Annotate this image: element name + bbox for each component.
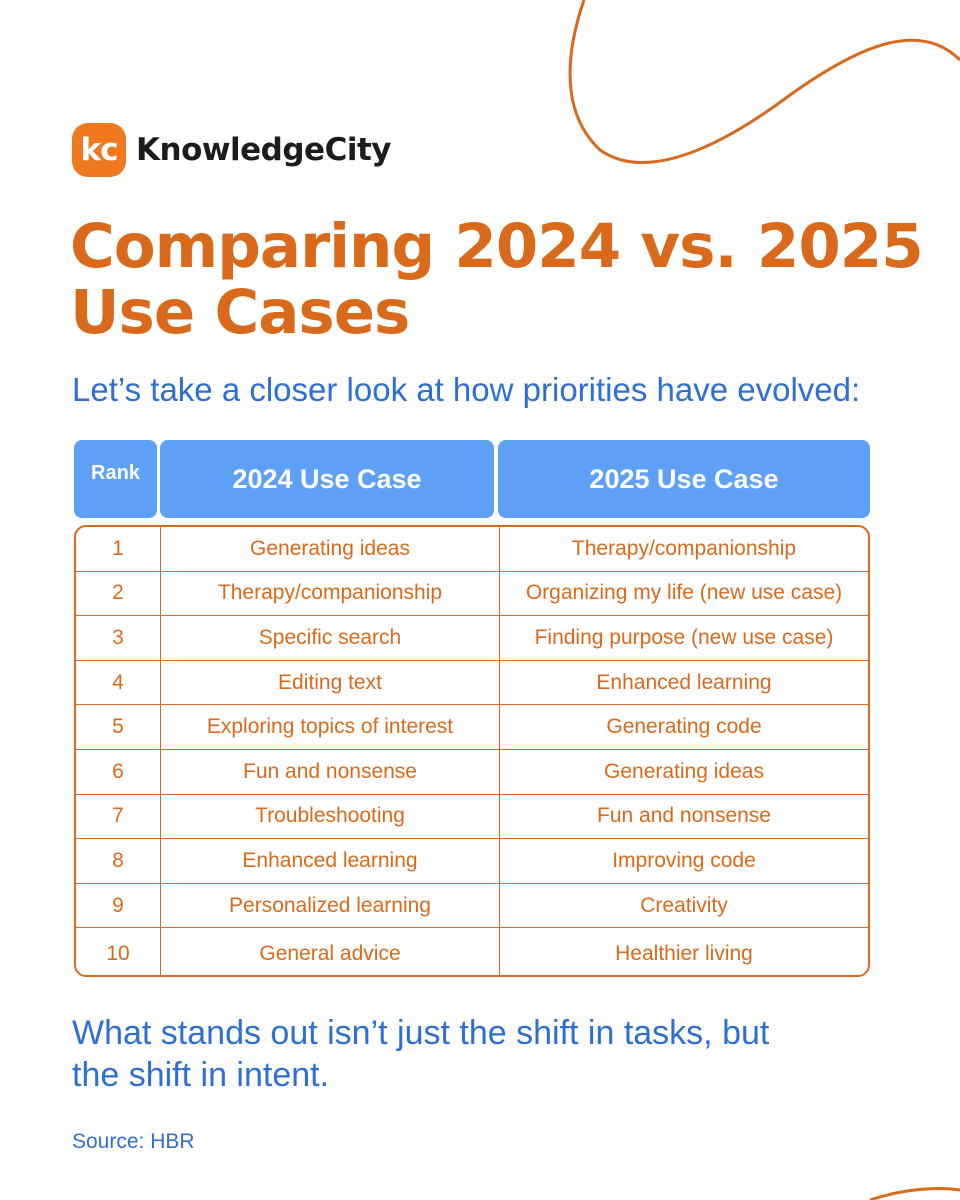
rank-cell: 4 — [76, 660, 161, 705]
use-case-2024-cell: Specific search — [161, 616, 500, 660]
header-2024-use-case: 2024 Use Case — [160, 440, 494, 518]
page-title: Comparing 2024 vs. 2025 Use Cases — [70, 211, 924, 348]
use-case-2024-cell: General advice — [161, 928, 500, 975]
use-case-2024-cell: Enhanced learning — [161, 839, 500, 883]
use-case-2025-cell: Generating ideas — [604, 759, 764, 783]
use-case-2025-cell: Therapy/companionship — [571, 536, 797, 560]
use-case-2024-cell: Fun and nonsense — [161, 749, 500, 794]
rank-cell: 10 — [76, 928, 161, 975]
table-row: 7 Troubleshooting Fun and nonsense — [76, 794, 868, 840]
use-case-2024-cell: Troubleshooting — [161, 794, 500, 839]
closing-statement: What stands out isn’t just the shift in … — [72, 1014, 770, 1094]
rank-cell: 2 — [76, 571, 161, 616]
rank-cell: 6 — [76, 749, 161, 794]
rank-cell: 7 — [76, 794, 161, 839]
brand-logo: kc KnowledgeCity — [72, 122, 392, 178]
subtitle: Let’s take a closer look at how prioriti… — [72, 371, 861, 408]
rank-cell: 9 — [76, 883, 161, 928]
use-case-2024-cell: Generating ideas — [161, 527, 500, 571]
table-row: 1 Generating ideas Therapy/companionship — [76, 527, 868, 572]
use-case-2025-cell: Enhanced learning — [596, 670, 772, 694]
table-row: 10 General advice Healthier living — [76, 928, 868, 975]
use-case-2024-cell: Exploring topics of interest — [161, 705, 500, 749]
rank-cell: 3 — [76, 616, 161, 660]
table-row: 4 Editing text Enhanced learning — [76, 660, 868, 706]
use-case-table: 1 Generating ideas Therapy/companionship… — [74, 525, 870, 977]
table-row: 8 Enhanced learning Improving code — [76, 839, 868, 884]
use-case-2025-cell: Improving code — [612, 848, 756, 872]
rank-cell: 1 — [76, 527, 161, 571]
use-case-2024-cell: Personalized learning — [161, 883, 500, 928]
table-row: 3 Specific search Finding purpose (new u… — [76, 616, 868, 661]
brand-name: KnowledgeCity — [136, 132, 392, 168]
header-2025-use-case: 2025 Use Case — [498, 440, 870, 518]
source-citation: Source: HBR — [72, 1130, 195, 1153]
table-row: 6 Fun and nonsense Generating ideas — [76, 749, 868, 795]
use-case-2025-cell: Creativity — [640, 893, 728, 917]
use-case-2025-cell: Organizing my life (new use case) — [525, 581, 843, 605]
use-case-2024-cell: Editing text — [161, 660, 500, 705]
header-rank: Rank — [74, 440, 157, 518]
table-row: 5 Exploring topics of interest Generatin… — [76, 705, 868, 750]
use-case-2025-cell: Fun and nonsense — [597, 804, 771, 828]
rank-cell: 5 — [76, 705, 161, 749]
kc-logo-icon: kc — [72, 123, 126, 177]
use-case-2025-cell: Generating code — [606, 715, 762, 739]
table-row: 9 Personalized learning Creativity — [76, 883, 868, 929]
table-row: 2 Therapy/companionship Organizing my li… — [76, 571, 868, 617]
use-case-2025-cell: Healthier living — [615, 942, 753, 966]
use-case-2024-cell: Therapy/companionship — [161, 571, 500, 616]
rank-cell: 8 — [76, 839, 161, 883]
use-case-2025-cell: Finding purpose (new use case) — [534, 625, 834, 649]
